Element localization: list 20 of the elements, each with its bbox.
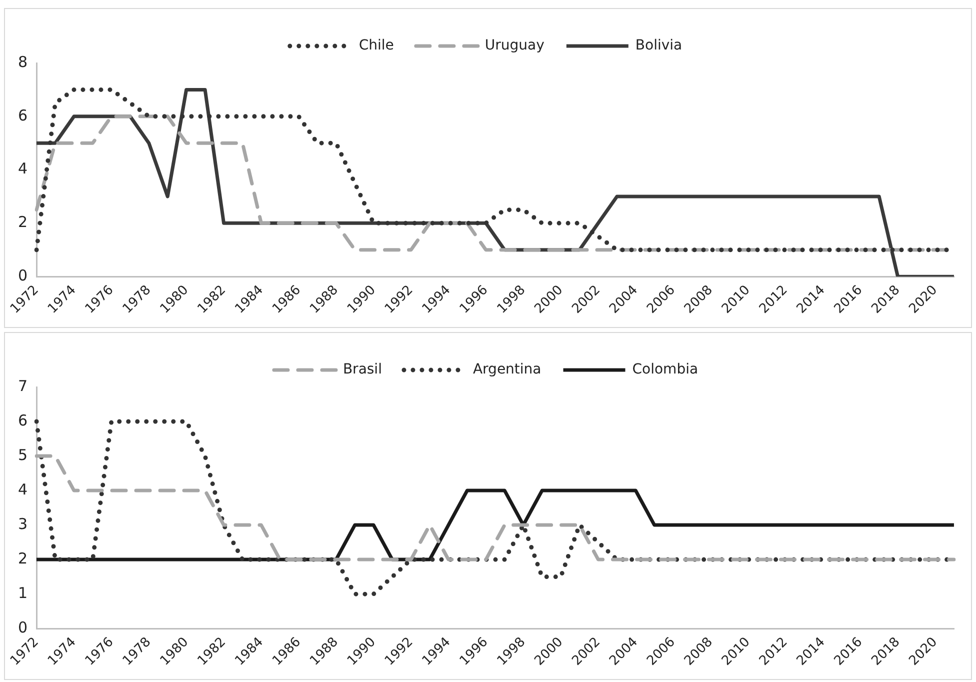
- y-tick-label: 4: [18, 160, 28, 178]
- line-series: [34, 454, 956, 562]
- y-tick-label: 6: [18, 411, 28, 430]
- y-tick-label: 4: [18, 480, 28, 498]
- y-tick-label: 5: [18, 446, 28, 464]
- legend-label: Chile: [358, 38, 394, 54]
- y-tick-label: 2: [18, 213, 28, 232]
- legend-label: Brasil: [342, 362, 382, 378]
- legend-label: Bolivia: [635, 38, 682, 54]
- y-tick-label: 1: [18, 584, 28, 602]
- y-tick-label: 3: [18, 514, 28, 533]
- y-tick-label: 8: [18, 52, 28, 71]
- legend-label: Argentina: [472, 362, 542, 378]
- y-tick-label: 6: [18, 106, 28, 124]
- y-tick-label: 2: [18, 549, 28, 568]
- legend-label: Colombia: [632, 362, 698, 378]
- legend-label: Uruguay: [484, 38, 544, 54]
- y-tick-label: 0: [18, 266, 28, 284]
- y-tick-label: 0: [18, 618, 28, 636]
- y-tick-label: 7: [18, 376, 28, 395]
